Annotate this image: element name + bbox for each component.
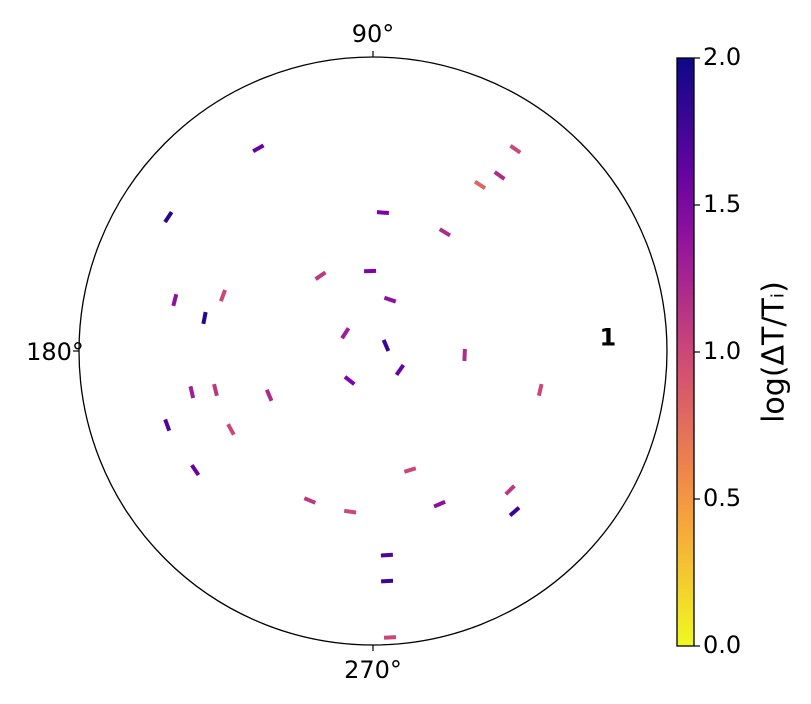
data-fragment <box>433 499 446 509</box>
data-fragment <box>509 144 522 155</box>
colorbar <box>676 57 695 647</box>
data-fragment <box>376 210 390 216</box>
data-fragment <box>383 635 397 640</box>
theta-tick-label: 180° <box>26 338 84 366</box>
data-fragment <box>252 143 265 154</box>
data-fragment <box>394 363 406 376</box>
data-fragment <box>462 348 467 362</box>
polar-frame <box>78 56 668 646</box>
data-fragment <box>343 375 356 386</box>
data-fragment <box>340 327 351 340</box>
data-fragment <box>190 463 201 477</box>
colorbar-tick-label: 0.5 <box>703 484 741 512</box>
data-fragment <box>504 484 516 496</box>
colorbar-tick-label: 1.0 <box>703 337 741 365</box>
colorbar-label: log(ΔT/Tᵢ) <box>757 281 792 423</box>
data-fragment <box>171 293 179 307</box>
data-fragment <box>163 210 174 224</box>
data-fragment <box>493 170 506 181</box>
data-fragment <box>381 339 391 352</box>
theta-tick-label: 90° <box>352 20 395 48</box>
data-fragment <box>226 423 236 436</box>
data-fragment <box>343 508 357 515</box>
data-fragment <box>201 311 208 325</box>
data-fragment <box>303 496 317 505</box>
data-fragment <box>163 418 172 432</box>
data-fragment <box>508 506 521 518</box>
data-fragment <box>212 383 219 397</box>
data-fragment <box>264 388 274 402</box>
colorbar-tick-label: 2.0 <box>703 43 741 71</box>
data-fragment <box>473 179 487 190</box>
data-fragment <box>364 268 377 274</box>
colorbar-tick-label: 0.0 <box>703 631 741 659</box>
data-fragment <box>383 295 397 304</box>
data-fragment <box>219 289 227 302</box>
colorbar-tick-label: 1.5 <box>703 190 741 218</box>
data-fragment <box>403 466 417 474</box>
r-tick-label: 1 <box>600 324 617 352</box>
theta-tick-label: 270° <box>344 656 402 684</box>
data-fragment <box>438 227 452 238</box>
data-fragment <box>380 578 394 584</box>
data-fragment <box>188 385 196 399</box>
data-fragment <box>314 270 327 281</box>
data-fragment <box>536 383 544 397</box>
data-fragment <box>380 552 394 558</box>
